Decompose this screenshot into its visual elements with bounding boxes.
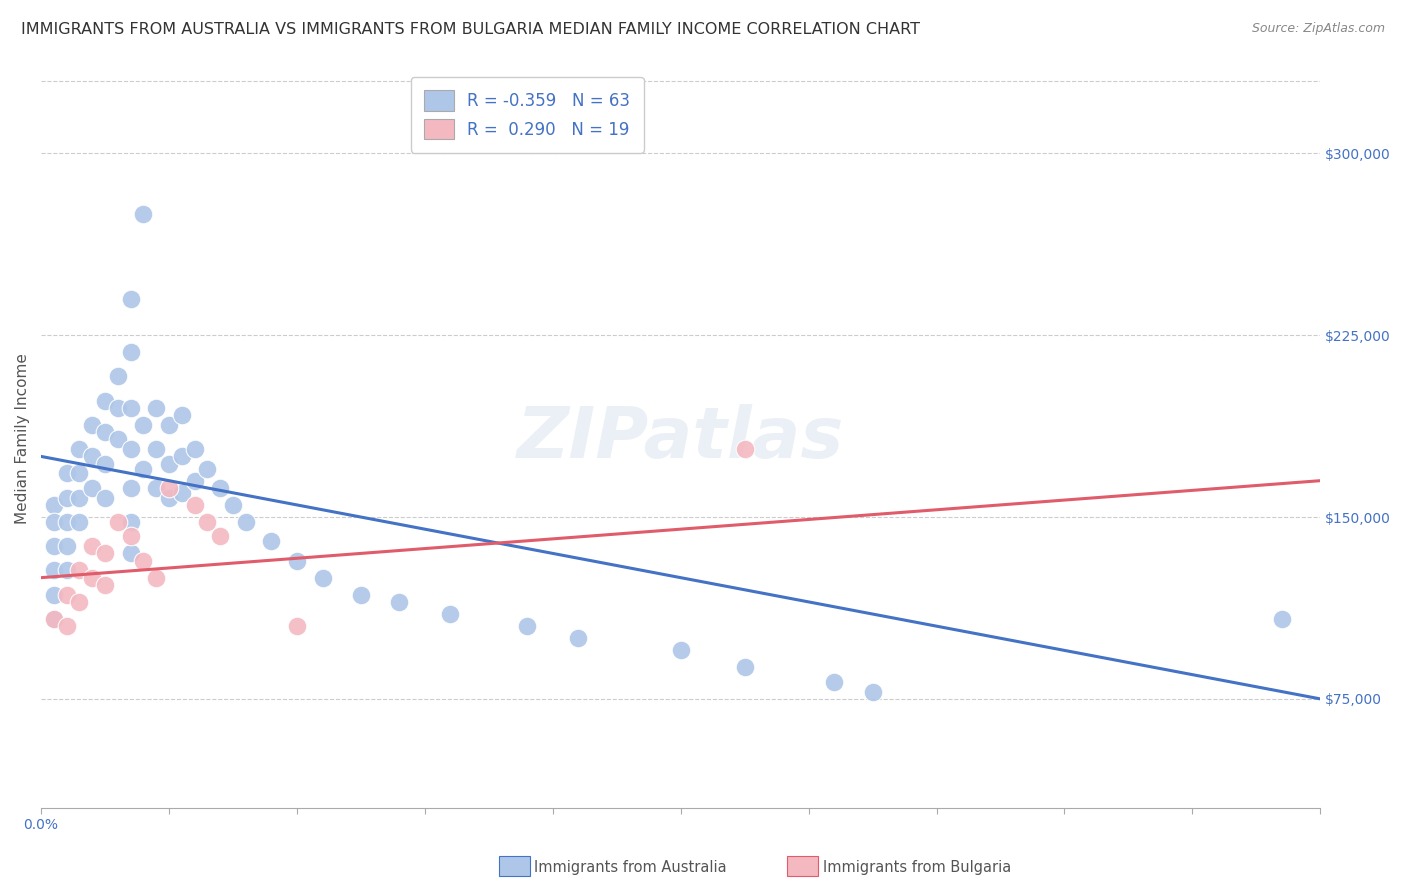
Point — [55, 619, 77, 633]
Point — [69, 442, 91, 457]
Point — [55, 588, 77, 602]
Point — [69, 467, 91, 481]
Point — [260, 534, 283, 549]
Point — [120, 546, 142, 560]
Point — [235, 515, 257, 529]
Point — [82, 450, 104, 464]
Point — [82, 571, 104, 585]
Point — [132, 207, 155, 221]
Point — [1271, 612, 1294, 626]
Point — [94, 457, 117, 471]
Point — [170, 485, 193, 500]
Point — [107, 401, 129, 415]
Point — [120, 481, 142, 495]
Point — [94, 393, 117, 408]
Point — [567, 632, 589, 646]
Point — [132, 417, 155, 432]
FancyBboxPatch shape — [787, 856, 818, 876]
Point — [145, 481, 167, 495]
FancyBboxPatch shape — [499, 856, 530, 876]
Text: Immigrants from Australia: Immigrants from Australia — [534, 860, 727, 874]
Point — [120, 345, 142, 359]
Point — [157, 417, 180, 432]
Point — [350, 588, 373, 602]
Point — [107, 515, 129, 529]
Point — [69, 491, 91, 505]
Point — [69, 563, 91, 577]
Point — [42, 612, 65, 626]
Point — [82, 481, 104, 495]
Point — [145, 442, 167, 457]
Point — [42, 539, 65, 553]
Point — [69, 515, 91, 529]
Point — [209, 529, 232, 543]
Point — [157, 481, 180, 495]
Text: ZIPatlas: ZIPatlas — [517, 404, 845, 473]
Point — [120, 529, 142, 543]
Point — [55, 491, 77, 505]
Point — [285, 619, 308, 633]
Point — [157, 457, 180, 471]
Point — [82, 417, 104, 432]
Point — [170, 450, 193, 464]
Point — [145, 401, 167, 415]
Point — [55, 515, 77, 529]
Point — [170, 408, 193, 422]
Point — [120, 292, 142, 306]
Point — [183, 498, 205, 512]
Point — [862, 684, 884, 698]
Point — [94, 546, 117, 560]
Point — [94, 425, 117, 440]
Point — [42, 588, 65, 602]
Point — [120, 442, 142, 457]
Point — [734, 442, 756, 457]
Text: IMMIGRANTS FROM AUSTRALIA VS IMMIGRANTS FROM BULGARIA MEDIAN FAMILY INCOME CORRE: IMMIGRANTS FROM AUSTRALIA VS IMMIGRANTS … — [21, 22, 920, 37]
Point — [823, 674, 845, 689]
Point — [183, 474, 205, 488]
Point — [120, 515, 142, 529]
Point — [311, 571, 333, 585]
Point — [69, 595, 91, 609]
Point — [157, 491, 180, 505]
Text: Source: ZipAtlas.com: Source: ZipAtlas.com — [1251, 22, 1385, 36]
Point — [222, 498, 245, 512]
Point — [734, 660, 756, 674]
Point — [183, 442, 205, 457]
Point — [132, 554, 155, 568]
Point — [209, 481, 232, 495]
Point — [120, 401, 142, 415]
Point — [82, 539, 104, 553]
Point — [94, 578, 117, 592]
Y-axis label: Median Family Income: Median Family Income — [15, 353, 30, 524]
Point — [197, 461, 219, 475]
Point — [55, 563, 77, 577]
Point — [439, 607, 461, 621]
Point — [55, 467, 77, 481]
Point — [132, 461, 155, 475]
Point — [42, 563, 65, 577]
Point — [197, 515, 219, 529]
Point — [42, 515, 65, 529]
Text: Immigrants from Bulgaria: Immigrants from Bulgaria — [823, 860, 1011, 874]
Point — [42, 612, 65, 626]
Point — [42, 498, 65, 512]
Point — [145, 571, 167, 585]
Point — [107, 369, 129, 384]
Point — [107, 433, 129, 447]
Point — [94, 491, 117, 505]
Point — [516, 619, 538, 633]
Point — [285, 554, 308, 568]
Point — [55, 539, 77, 553]
Point — [388, 595, 411, 609]
Legend: R = -0.359   N = 63, R =  0.290   N = 19: R = -0.359 N = 63, R = 0.290 N = 19 — [411, 77, 644, 153]
Point — [669, 643, 692, 657]
